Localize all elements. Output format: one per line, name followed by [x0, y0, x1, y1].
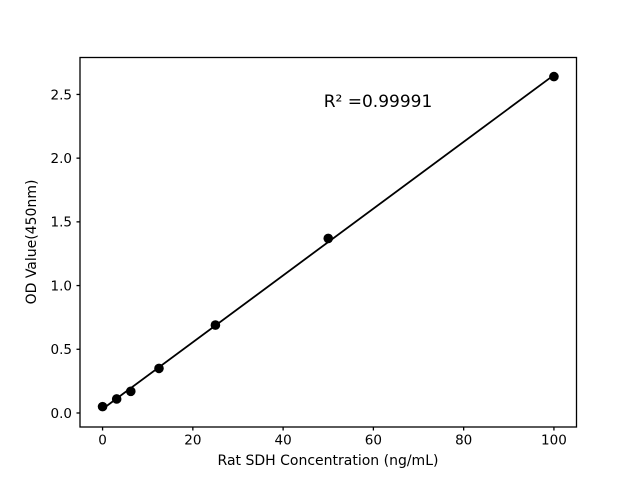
y-tick-label: 0.5	[51, 342, 72, 358]
data-point	[323, 233, 334, 244]
y-tick-label: 1.5	[51, 215, 72, 231]
y-tick-label: 0.0	[51, 406, 72, 422]
x-tick-label: 80	[455, 433, 472, 449]
y-tick-label: 1.0	[51, 278, 72, 294]
x-tick-label: 40	[275, 433, 292, 449]
data-point	[549, 71, 559, 82]
r-squared-annotation: R² =0.99991	[323, 92, 433, 112]
data-point	[154, 363, 164, 374]
y-tick-label: 2.5	[51, 87, 72, 103]
plot-border	[79, 56, 578, 428]
x-tick-label: 0	[98, 433, 107, 449]
y-tick-label: 2.0	[51, 151, 72, 167]
x-tick-label: 60	[365, 433, 382, 449]
x-axis-label: Rat SDH Concentration (ng/mL)	[217, 453, 439, 469]
data-point	[111, 394, 122, 404]
data-point	[125, 386, 136, 397]
x-tick-label: 20	[184, 433, 201, 449]
y-axis-label: OD Value(450nm)	[24, 179, 40, 305]
x-tick-label: 100	[541, 433, 567, 449]
data-point	[97, 401, 108, 412]
data-point	[210, 320, 221, 330]
